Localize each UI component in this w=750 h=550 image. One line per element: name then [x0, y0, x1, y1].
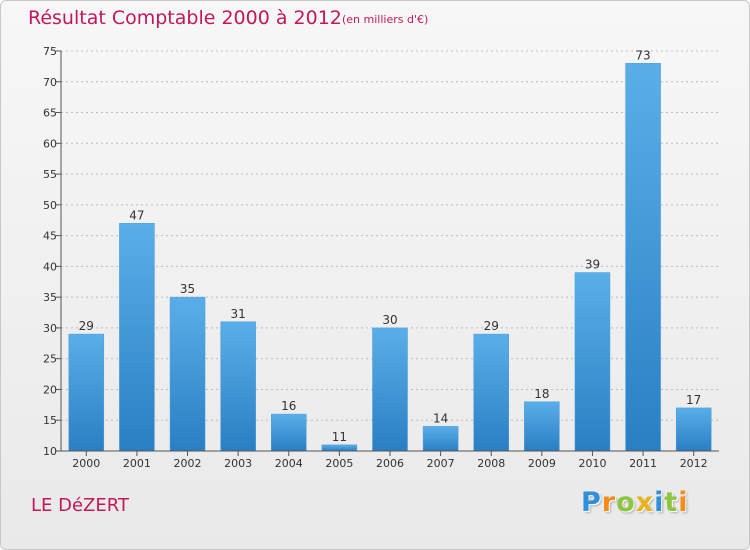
y-tick-label: 45: [43, 230, 57, 243]
y-tick-label: 25: [43, 353, 57, 366]
chart-title: Résultat Comptable 2000 à 2012: [28, 7, 342, 29]
commune-name: LE DéZERT: [31, 495, 129, 516]
y-tick-label: 40: [43, 260, 57, 273]
bar-2000: [68, 333, 105, 452]
x-tick-label-2011: 2011: [629, 457, 657, 470]
value-label-2010: 39: [585, 258, 600, 272]
y-tick-label: 30: [43, 322, 57, 335]
bar-2004: [271, 413, 307, 452]
x-tick-label-2000: 2000: [72, 457, 100, 470]
y-tick-label: 75: [43, 45, 57, 58]
bar-2008: [473, 333, 509, 452]
value-label-2001: 47: [129, 208, 144, 222]
x-tick-label-2010: 2010: [578, 457, 606, 470]
logo-letter: P: [581, 487, 602, 518]
y-tick-label: 50: [43, 199, 57, 212]
value-label-2002: 35: [180, 282, 195, 296]
y-tick-label: 70: [43, 76, 57, 89]
value-label-2006: 30: [382, 313, 397, 327]
y-tick-label: 35: [43, 291, 57, 304]
y-tick-label: 65: [43, 107, 57, 120]
logo-letter: o: [616, 487, 636, 518]
proxiti-logo: Proxiti: [581, 487, 689, 518]
x-tick-label-2001: 2001: [123, 457, 151, 470]
logo-letter: t: [664, 487, 679, 518]
x-tick-label-2003: 2003: [224, 457, 252, 470]
bar-2001: [119, 223, 155, 452]
value-label-2012: 17: [686, 393, 701, 407]
logo-letter: i: [654, 487, 665, 518]
value-label-2000: 29: [79, 319, 94, 333]
bar-2010: [574, 272, 611, 452]
chart-subtitle: (en milliers d'€): [342, 13, 429, 26]
bar-2007: [422, 426, 459, 452]
bar-2011: [625, 63, 661, 452]
x-tick-label-2006: 2006: [376, 457, 404, 470]
bar-2003: [220, 321, 256, 452]
x-tick-label-2005: 2005: [325, 457, 353, 470]
bar-2002: [169, 296, 206, 452]
x-tick-label-2007: 2007: [427, 457, 455, 470]
x-tick-label-2012: 2012: [680, 457, 708, 470]
bar-2006: [372, 327, 408, 452]
value-label-2011: 73: [635, 48, 650, 62]
x-tick-label-2004: 2004: [275, 457, 303, 470]
value-label-2009: 18: [534, 387, 549, 401]
y-tick-label: 15: [43, 414, 57, 427]
bar-2005: [321, 444, 358, 452]
value-label-2003: 31: [231, 307, 246, 321]
y-tick-label: 55: [43, 168, 57, 181]
bar-2009: [524, 401, 560, 452]
value-label-2007: 14: [433, 411, 448, 425]
logo-letter: x: [635, 487, 655, 518]
x-tick-label-2002: 2002: [174, 457, 202, 470]
x-tick-label-2008: 2008: [477, 457, 505, 470]
y-tick-label: 10: [43, 445, 57, 458]
axes: 10 15 20 25 30 35 40 45 50 55 60 65 70 75 2000 2001 2002…: [43, 45, 719, 470]
logo-letter: r: [601, 487, 617, 518]
logo-letter: i: [678, 487, 689, 518]
y-tick-label: 20: [43, 383, 57, 396]
value-label-2005: 11: [332, 430, 347, 444]
value-label-2004: 16: [281, 399, 296, 413]
bar-2012: [675, 407, 712, 452]
x-tick-label-2009: 2009: [528, 457, 556, 470]
value-label-2008: 29: [484, 319, 499, 333]
bars: 29 47 35 31 16 11 30 14 29 18 39 73 17: [68, 48, 712, 452]
y-tick-label: 60: [43, 137, 57, 150]
